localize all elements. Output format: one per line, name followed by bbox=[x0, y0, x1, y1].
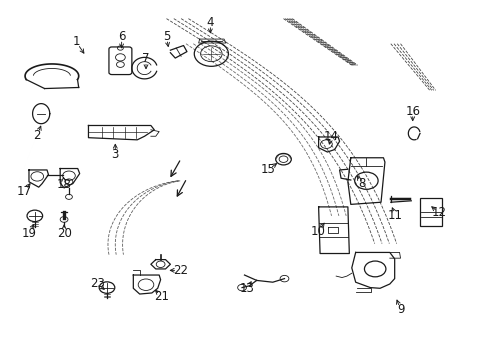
Text: 19: 19 bbox=[21, 226, 37, 239]
Text: 2: 2 bbox=[34, 129, 41, 142]
Text: 6: 6 bbox=[118, 30, 125, 43]
Text: 18: 18 bbox=[57, 178, 71, 191]
Text: 15: 15 bbox=[260, 163, 275, 176]
Text: 7: 7 bbox=[142, 52, 149, 65]
Text: 16: 16 bbox=[405, 105, 419, 118]
Text: 20: 20 bbox=[57, 226, 71, 239]
Text: 8: 8 bbox=[357, 177, 365, 190]
Text: 13: 13 bbox=[239, 282, 254, 295]
Text: 11: 11 bbox=[387, 210, 402, 222]
Text: 12: 12 bbox=[431, 207, 446, 220]
Text: 23: 23 bbox=[90, 277, 104, 290]
Text: 22: 22 bbox=[172, 264, 187, 277]
Text: 14: 14 bbox=[323, 130, 338, 143]
Text: 17: 17 bbox=[17, 185, 32, 198]
Text: 3: 3 bbox=[111, 148, 119, 161]
Text: 4: 4 bbox=[206, 16, 214, 29]
Text: 10: 10 bbox=[309, 225, 325, 238]
Text: 21: 21 bbox=[154, 290, 169, 303]
Text: 9: 9 bbox=[396, 303, 404, 316]
Text: 5: 5 bbox=[163, 30, 170, 43]
Text: 1: 1 bbox=[72, 35, 80, 49]
